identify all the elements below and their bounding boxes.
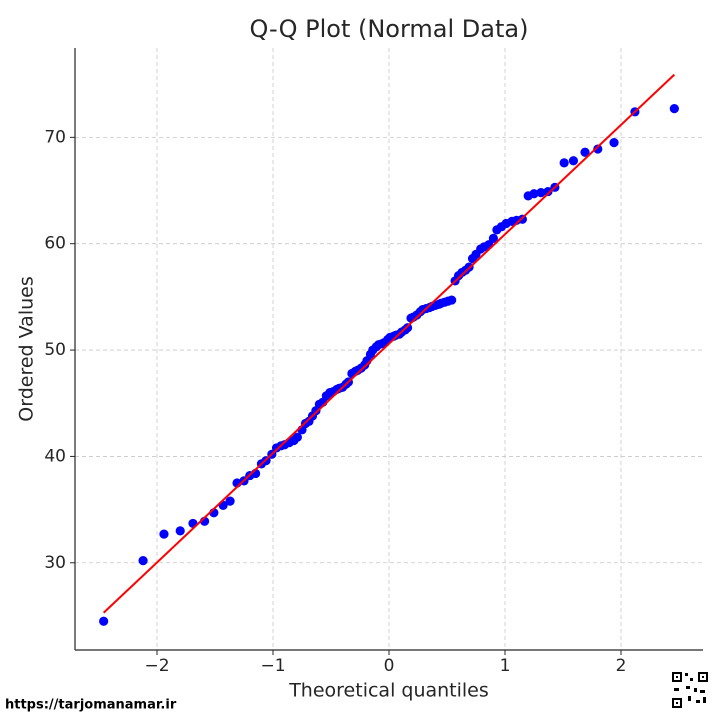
point	[488, 233, 498, 243]
point	[543, 186, 553, 197]
y-tick-label: 30	[44, 553, 66, 573]
fit-line	[102, 73, 676, 614]
y-axis-label: Ordered Values	[16, 276, 38, 421]
point	[138, 556, 148, 566]
point	[159, 529, 169, 539]
point	[447, 295, 457, 305]
point	[559, 158, 569, 168]
point	[529, 189, 539, 199]
y-tick-label: 70	[44, 127, 66, 147]
point	[536, 188, 546, 198]
y-tick-label: 60	[44, 234, 66, 254]
point	[175, 526, 185, 536]
y-tick-label: 50	[44, 340, 66, 360]
point	[568, 156, 579, 166]
x-tick-label: 0	[384, 656, 395, 676]
x-tick-label: −2	[144, 656, 169, 676]
x-tick-label: −1	[260, 656, 285, 676]
qr-code	[672, 672, 708, 708]
point	[99, 616, 109, 626]
point	[609, 138, 619, 148]
point	[292, 432, 302, 442]
point	[593, 144, 603, 154]
point	[402, 323, 413, 333]
y-tick-label: 40	[44, 446, 66, 466]
x-tick-label: 1	[500, 656, 511, 676]
point	[669, 104, 679, 114]
chart-title: Q-Q Plot (Normal Data)	[250, 15, 529, 43]
x-axis-label: Theoretical quantiles	[288, 680, 489, 702]
point	[225, 496, 235, 506]
watermark: https://tarjomanamar.ir	[5, 698, 177, 713]
point	[580, 147, 590, 157]
x-tick-label: 2	[616, 656, 627, 676]
